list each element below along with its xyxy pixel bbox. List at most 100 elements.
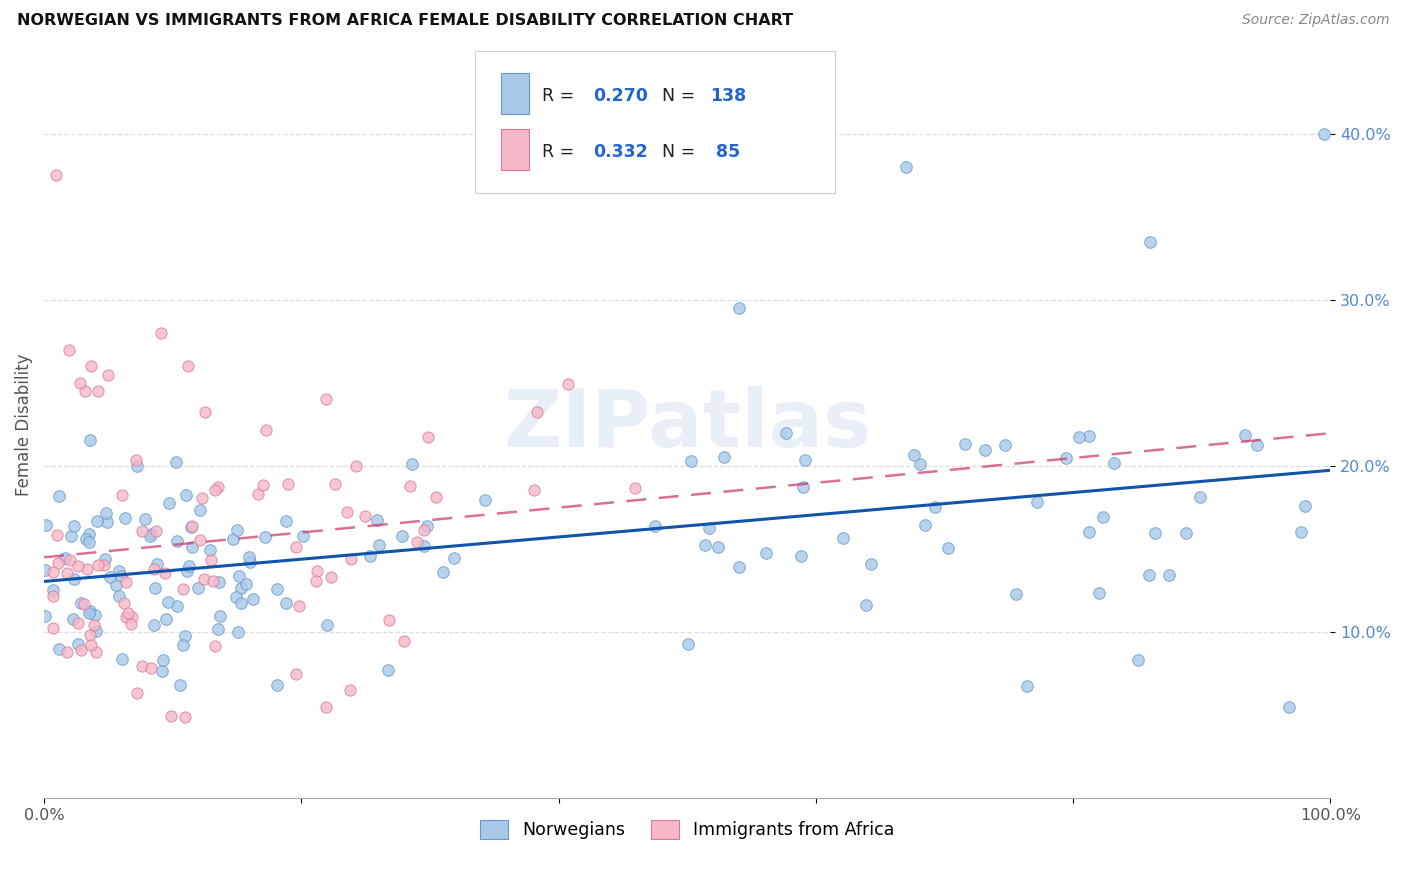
Point [392,633,415,648]
Point [713,450,735,464]
Point [378,613,401,627]
Point [62,612,84,626]
Point [114,510,136,524]
Point [226,524,249,538]
Point [79,604,101,618]
Point [413,539,436,553]
Point [56,645,79,659]
Point [832,531,855,545]
Point [160,709,183,723]
Point [142,617,165,632]
Point [63,572,86,586]
Point [193,572,215,586]
Point [1139,235,1161,249]
Point [1246,438,1268,452]
Point [323,476,346,491]
Text: R =: R = [541,87,579,104]
Point [53,550,76,565]
Point [794,453,817,467]
Point [165,455,187,469]
Point [425,490,447,504]
Point [145,524,167,538]
Point [79,359,101,374]
Point [87,558,110,573]
Point [139,529,162,543]
Point [252,477,274,491]
Point [139,661,162,675]
Point [235,577,257,591]
Point [222,532,245,546]
Point [77,534,100,549]
Point [526,405,548,419]
Point [200,553,222,567]
Text: 85: 85 [710,143,741,161]
Point [79,433,101,447]
Point [307,565,329,579]
Point [77,527,100,541]
Point [181,518,204,533]
Point [432,565,454,579]
Point [42,565,65,579]
Point [366,513,388,527]
Point [77,606,100,620]
Point [238,549,260,564]
Point [112,596,135,610]
Text: Source: ZipAtlas.com: Source: ZipAtlas.com [1241,13,1389,28]
Point [80,638,103,652]
Point [153,566,176,581]
Point [644,519,666,533]
Point [180,540,202,554]
Point [204,639,226,653]
Text: 0.332: 0.332 [593,143,648,161]
Point [1188,490,1211,504]
FancyBboxPatch shape [501,129,529,170]
Point [1054,450,1077,465]
Point [1289,525,1312,540]
Point [174,710,197,724]
Point [188,503,211,517]
Point [239,555,262,569]
Point [1234,428,1257,442]
Point [79,628,101,642]
Point [114,574,136,589]
Point [143,561,166,575]
Point [277,476,299,491]
Point [1128,653,1150,667]
Point [727,560,749,574]
Point [35,518,58,533]
Point [157,496,180,510]
Point [693,539,716,553]
Point [1088,586,1111,600]
Point [56,566,79,580]
Point [1026,494,1049,508]
Point [187,581,209,595]
Point [903,448,925,462]
Point [339,552,361,566]
Point [58,552,80,566]
Point [557,377,579,392]
Point [208,609,231,624]
Point [45,169,67,183]
Point [207,480,229,494]
Point [285,540,308,554]
Point [1294,499,1316,513]
Point [274,514,297,528]
Point [292,529,315,543]
Point [150,326,173,341]
Point [172,582,194,597]
Point [120,617,142,632]
Point [94,552,117,566]
Point [474,493,496,508]
Point [191,491,214,505]
Point [97,368,120,382]
Point [287,599,309,613]
Point [155,612,177,626]
Point [174,629,197,643]
Point [152,653,174,667]
Point [207,622,229,636]
Point [131,524,153,539]
Point [115,610,138,624]
Point [48,642,70,657]
Point [418,430,440,444]
Point [96,515,118,529]
